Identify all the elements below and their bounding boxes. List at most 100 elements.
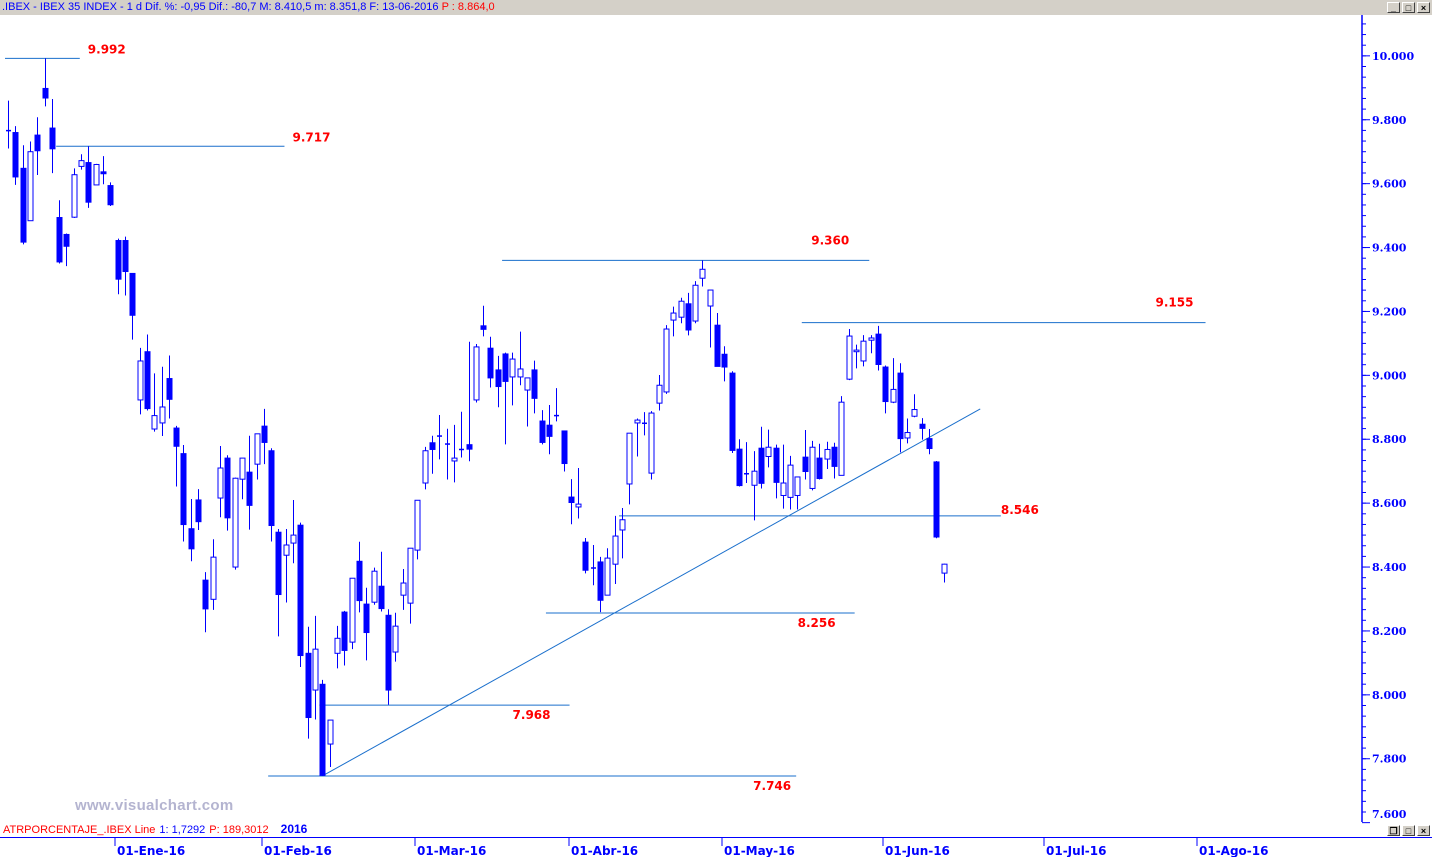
- candle-body: [85, 162, 92, 203]
- candle-body: [897, 372, 904, 440]
- candle-body: [853, 349, 860, 353]
- candle-body: [180, 453, 187, 526]
- price-axis-label: 8.400: [1372, 561, 1407, 574]
- price-axis-label: 8.000: [1372, 689, 1407, 702]
- candle: [283, 529, 290, 603]
- candle-body: [794, 476, 801, 496]
- candle: [451, 424, 458, 483]
- candles: [6, 58, 948, 776]
- candle-body: [604, 557, 611, 596]
- candle: [619, 507, 626, 559]
- candle-body: [107, 185, 114, 206]
- candle: [137, 347, 144, 415]
- candle: [261, 408, 268, 465]
- candle-body: [414, 499, 421, 551]
- candle: [773, 444, 780, 499]
- candle-body: [173, 427, 180, 447]
- candle-body: [816, 457, 823, 480]
- candle-body: [487, 347, 494, 379]
- candle-body: [758, 447, 765, 484]
- candle: [897, 363, 904, 453]
- candle-body: [838, 401, 845, 476]
- candle-body: [144, 351, 151, 410]
- candle: [539, 410, 546, 445]
- candle: [56, 200, 63, 264]
- candle-body: [933, 461, 940, 538]
- candle: [531, 360, 538, 414]
- price-axis-label: 8.200: [1372, 625, 1407, 638]
- candle: [63, 233, 70, 267]
- time-axis-label: 01-Jun-16: [885, 844, 950, 857]
- candle: [312, 615, 319, 720]
- candle: [941, 563, 948, 583]
- window-controls: _ □ ×: [1387, 2, 1430, 13]
- candle: [107, 182, 114, 207]
- candle-body: [312, 648, 319, 691]
- candle: [794, 476, 801, 510]
- candle-body: [517, 368, 524, 378]
- level-label: 7.746: [753, 779, 791, 793]
- candle-body: [751, 470, 758, 486]
- close-icon[interactable]: ×: [1417, 2, 1430, 13]
- candle: [568, 479, 575, 525]
- candle-body: [787, 464, 794, 498]
- maximize-icon[interactable]: □: [1402, 2, 1415, 13]
- maximize-icon[interactable]: □: [1402, 825, 1415, 836]
- candle: [582, 537, 589, 574]
- candle-body: [678, 300, 685, 318]
- candle-body: [202, 579, 209, 610]
- candle: [612, 515, 619, 584]
- candle-body: [115, 240, 122, 280]
- watermark: www.visualchart.com: [75, 797, 234, 814]
- candle-body: [378, 585, 385, 610]
- candle: [466, 341, 473, 462]
- close-icon[interactable]: ×: [1417, 825, 1430, 836]
- trendline[interactable]: [322, 408, 981, 777]
- candle-body: [868, 337, 875, 341]
- candle-body: [451, 457, 458, 462]
- candle: [34, 117, 41, 176]
- candle: [780, 444, 787, 509]
- minimize-icon[interactable]: _: [1387, 2, 1400, 13]
- candle: [78, 154, 85, 170]
- level-label: 9.717: [292, 130, 330, 144]
- candle-body: [341, 611, 348, 651]
- candle: [356, 541, 363, 613]
- candle: [758, 426, 765, 489]
- candle-body: [400, 582, 407, 596]
- candle-body: [305, 652, 312, 719]
- candle-body: [42, 87, 49, 99]
- candle-body: [49, 127, 56, 150]
- restore-icon[interactable]: ❐: [1387, 825, 1400, 836]
- candle-body: [509, 358, 516, 378]
- candle: [319, 679, 326, 776]
- indicator-name: ATRPORCENTAJE_.IBEX Line: [3, 824, 156, 836]
- candle: [824, 441, 831, 469]
- candle-body: [71, 174, 78, 218]
- candle-body: [714, 324, 721, 367]
- candle-body: [656, 384, 663, 404]
- candle: [173, 425, 180, 487]
- indicator-price: P: 189,3012: [209, 824, 269, 836]
- candle: [122, 236, 129, 296]
- time-axis-label: 01-Feb-16: [264, 844, 332, 857]
- candle: [202, 572, 209, 633]
- candle-body: [546, 424, 553, 437]
- candle-body: [151, 415, 158, 430]
- candle-body: [911, 409, 918, 417]
- price-axis-label: 10.000: [1372, 50, 1414, 63]
- candle-body: [692, 284, 699, 322]
- time-axis-label: 01-Mar-16: [417, 844, 486, 857]
- candle-body: [422, 450, 429, 484]
- candle: [692, 281, 699, 324]
- candle-body: [531, 369, 538, 399]
- candle-body: [363, 603, 370, 634]
- candle: [480, 305, 487, 337]
- candle: [634, 418, 641, 457]
- candle: [933, 460, 940, 539]
- candle-body: [356, 560, 363, 602]
- candle-body: [12, 132, 19, 178]
- chart-title: .IBEX - IBEX 35 INDEX - 1 d Dif. %: -0,9…: [2, 1, 439, 13]
- candle-body: [137, 360, 144, 401]
